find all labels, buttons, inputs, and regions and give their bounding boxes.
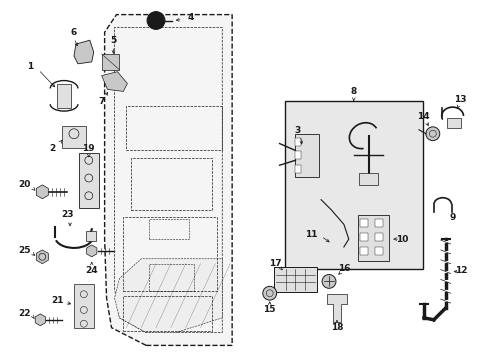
- Text: 17: 17: [269, 259, 282, 268]
- Text: 12: 12: [454, 266, 467, 275]
- Bar: [126, 106, 222, 150]
- Polygon shape: [35, 314, 45, 326]
- Bar: [149, 264, 193, 291]
- Bar: [359, 219, 367, 227]
- Text: 13: 13: [453, 95, 466, 104]
- Text: 4: 4: [187, 13, 193, 22]
- Bar: [359, 247, 367, 255]
- Text: 8: 8: [350, 87, 356, 96]
- Bar: [359, 233, 367, 241]
- Text: 6: 6: [71, 28, 77, 37]
- Bar: [358, 173, 378, 185]
- Bar: [123, 296, 212, 330]
- Polygon shape: [36, 250, 48, 264]
- Polygon shape: [104, 15, 232, 345]
- Bar: [295, 165, 301, 173]
- Polygon shape: [36, 185, 48, 199]
- Text: 3: 3: [294, 126, 300, 135]
- Text: 24: 24: [85, 266, 98, 275]
- Text: 19: 19: [82, 144, 95, 153]
- Text: 10: 10: [395, 235, 407, 244]
- Bar: [295, 152, 301, 159]
- Text: 22: 22: [18, 309, 31, 318]
- Text: 15: 15: [263, 306, 275, 315]
- Text: 5: 5: [110, 36, 117, 45]
- Polygon shape: [114, 259, 222, 333]
- Bar: [149, 219, 188, 239]
- Text: 9: 9: [448, 213, 455, 222]
- Bar: [273, 267, 317, 292]
- Text: 21: 21: [51, 296, 63, 305]
- Text: 14: 14: [416, 112, 428, 121]
- Bar: [295, 138, 301, 145]
- Text: 23: 23: [61, 210, 73, 219]
- Circle shape: [322, 275, 335, 288]
- Text: 1: 1: [27, 62, 34, 71]
- Bar: [357, 215, 388, 261]
- Text: 20: 20: [19, 180, 31, 189]
- Bar: [295, 134, 319, 177]
- Text: 18: 18: [330, 323, 343, 332]
- Bar: [446, 118, 460, 128]
- Polygon shape: [74, 40, 94, 64]
- Bar: [62, 126, 86, 148]
- Bar: [79, 153, 99, 208]
- Polygon shape: [86, 245, 97, 257]
- Bar: [375, 219, 383, 227]
- Bar: [123, 217, 217, 291]
- Circle shape: [262, 286, 276, 300]
- Bar: [375, 233, 383, 241]
- Bar: [375, 247, 383, 255]
- Circle shape: [147, 12, 164, 30]
- Bar: [57, 85, 71, 108]
- Polygon shape: [102, 72, 127, 91]
- Text: 2: 2: [49, 144, 55, 153]
- Bar: [102, 54, 119, 70]
- Text: 25: 25: [18, 246, 31, 255]
- Text: 16: 16: [337, 264, 349, 273]
- Text: 7: 7: [98, 97, 104, 106]
- Polygon shape: [86, 231, 96, 241]
- Circle shape: [425, 127, 439, 141]
- Polygon shape: [326, 294, 346, 322]
- Text: 11: 11: [305, 230, 317, 239]
- Bar: [74, 284, 94, 328]
- Bar: [131, 158, 212, 210]
- Bar: [284, 101, 422, 269]
